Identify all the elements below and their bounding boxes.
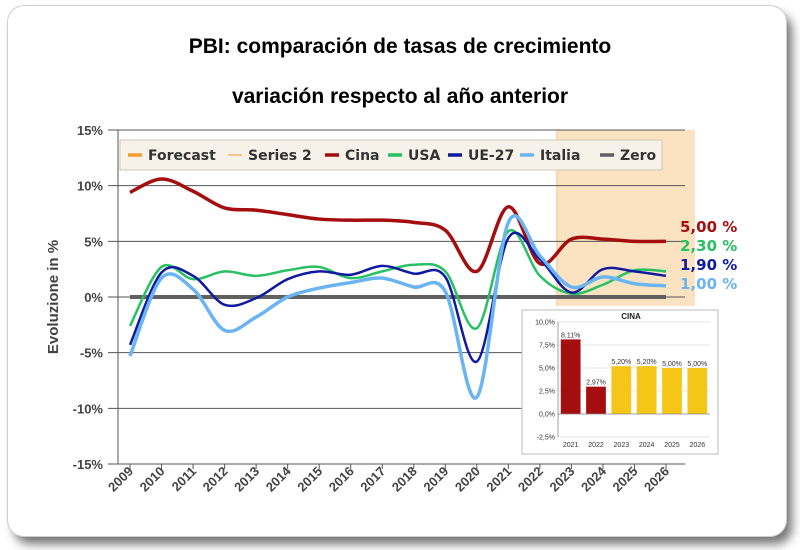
- legend-label: Series 2: [248, 148, 312, 164]
- inset-x-tick-label: 2021: [563, 442, 579, 449]
- inset-bar-label: 5,00%: [687, 361, 707, 368]
- y-axis-label: Evoluzione in %: [45, 240, 62, 354]
- inset-x-tick-label: 2025: [664, 442, 680, 449]
- inset-y-tick-label: 10,0%: [535, 320, 555, 327]
- inset-title: CINA: [621, 312, 641, 321]
- x-tick-label: 2021: [483, 464, 514, 495]
- x-tick-label: 2016: [326, 464, 357, 495]
- x-tick-label: 2014: [263, 463, 295, 495]
- inset-bar-label: 5,00%: [662, 361, 682, 368]
- inset-y-tick-label: 5,0%: [539, 366, 555, 373]
- legend-label: Italia: [540, 148, 580, 164]
- y-tick-label: -10%: [73, 401, 104, 416]
- inset-bar-label: 5,20%: [611, 359, 631, 366]
- y-tick-label: 0%: [84, 290, 103, 305]
- series-line-ue-27: [128, 231, 667, 363]
- x-tick-label: 2015: [294, 464, 325, 495]
- inset-y-tick-label: 0,0%: [539, 412, 555, 419]
- y-tick-label: 15%: [77, 123, 103, 138]
- inset-bar-label: 8,11%: [561, 332, 580, 339]
- y-tick-label: 5%: [84, 234, 103, 249]
- legend-label: USA: [408, 148, 440, 164]
- inset-y-tick-label: 2,5%: [539, 389, 555, 396]
- inset-bar-label: 5,20%: [637, 359, 657, 366]
- series-line-cina: [129, 177, 667, 274]
- chart-title-line1: PBI: comparación de tasas de crecimiento: [188, 35, 612, 58]
- inset-x-tick-label: 2026: [690, 442, 706, 449]
- inset-bar: [611, 366, 632, 414]
- x-tick-label: 2010: [137, 464, 168, 495]
- x-tick-label: 2023: [546, 464, 577, 495]
- inset-x-tick-label: 2023: [614, 442, 630, 449]
- end-value-label: 5,00 %: [680, 218, 737, 236]
- inset-bar: [662, 368, 682, 414]
- x-tick-label: 2024: [578, 463, 610, 495]
- inset-bar: [636, 366, 657, 414]
- inset-y-tick-label: 7,5%: [539, 343, 555, 350]
- y-tick-label: -15%: [73, 457, 104, 472]
- inset-bar: [560, 339, 581, 414]
- inset-bar-chart: CINA 10,0% 7,5% 5,0% 2,5% 0,0% -2,5% 8,11% 2021 2…: [521, 309, 719, 455]
- chart-title-line2: variación respecto al año anterior: [231, 85, 569, 108]
- legend-label: Cina: [345, 148, 380, 164]
- x-tick-label: 2011: [169, 464, 200, 495]
- inset-bar-label: 2,97%: [586, 380, 606, 387]
- x-tick-label: 2017: [357, 464, 388, 495]
- inset-x-tick-label: 2024: [639, 442, 655, 449]
- x-tick-label: 2012: [200, 464, 231, 495]
- legend-label: Zero: [620, 148, 657, 164]
- y-tick-label: -5%: [80, 346, 104, 361]
- x-tick-label: 2013: [231, 464, 262, 495]
- inset-x-tick-label: 2022: [588, 442, 604, 449]
- series-line-italia: [128, 214, 667, 400]
- x-tick-label: 2020: [452, 464, 483, 495]
- y-tick-label: 10%: [77, 179, 103, 194]
- inset-bar: [687, 368, 708, 414]
- inset-bar: [586, 386, 606, 414]
- x-tick-label: 2022: [515, 464, 546, 495]
- inset-y-tick-label: -2,5%: [537, 435, 555, 442]
- x-tick-label: 2026: [641, 464, 672, 495]
- legend-label: Forecast: [148, 148, 216, 164]
- end-value-label: 1,00 %: [680, 275, 737, 293]
- x-tick-label: 2009: [105, 464, 136, 495]
- x-tick-label: 2025: [610, 464, 641, 495]
- x-tick-label: 2018: [389, 464, 420, 495]
- end-value-label: 1,90 %: [680, 256, 737, 274]
- legend-label: UE-27: [468, 148, 514, 164]
- x-tick-label: 2019: [420, 464, 451, 495]
- end-value-label: 2,30 %: [680, 237, 737, 255]
